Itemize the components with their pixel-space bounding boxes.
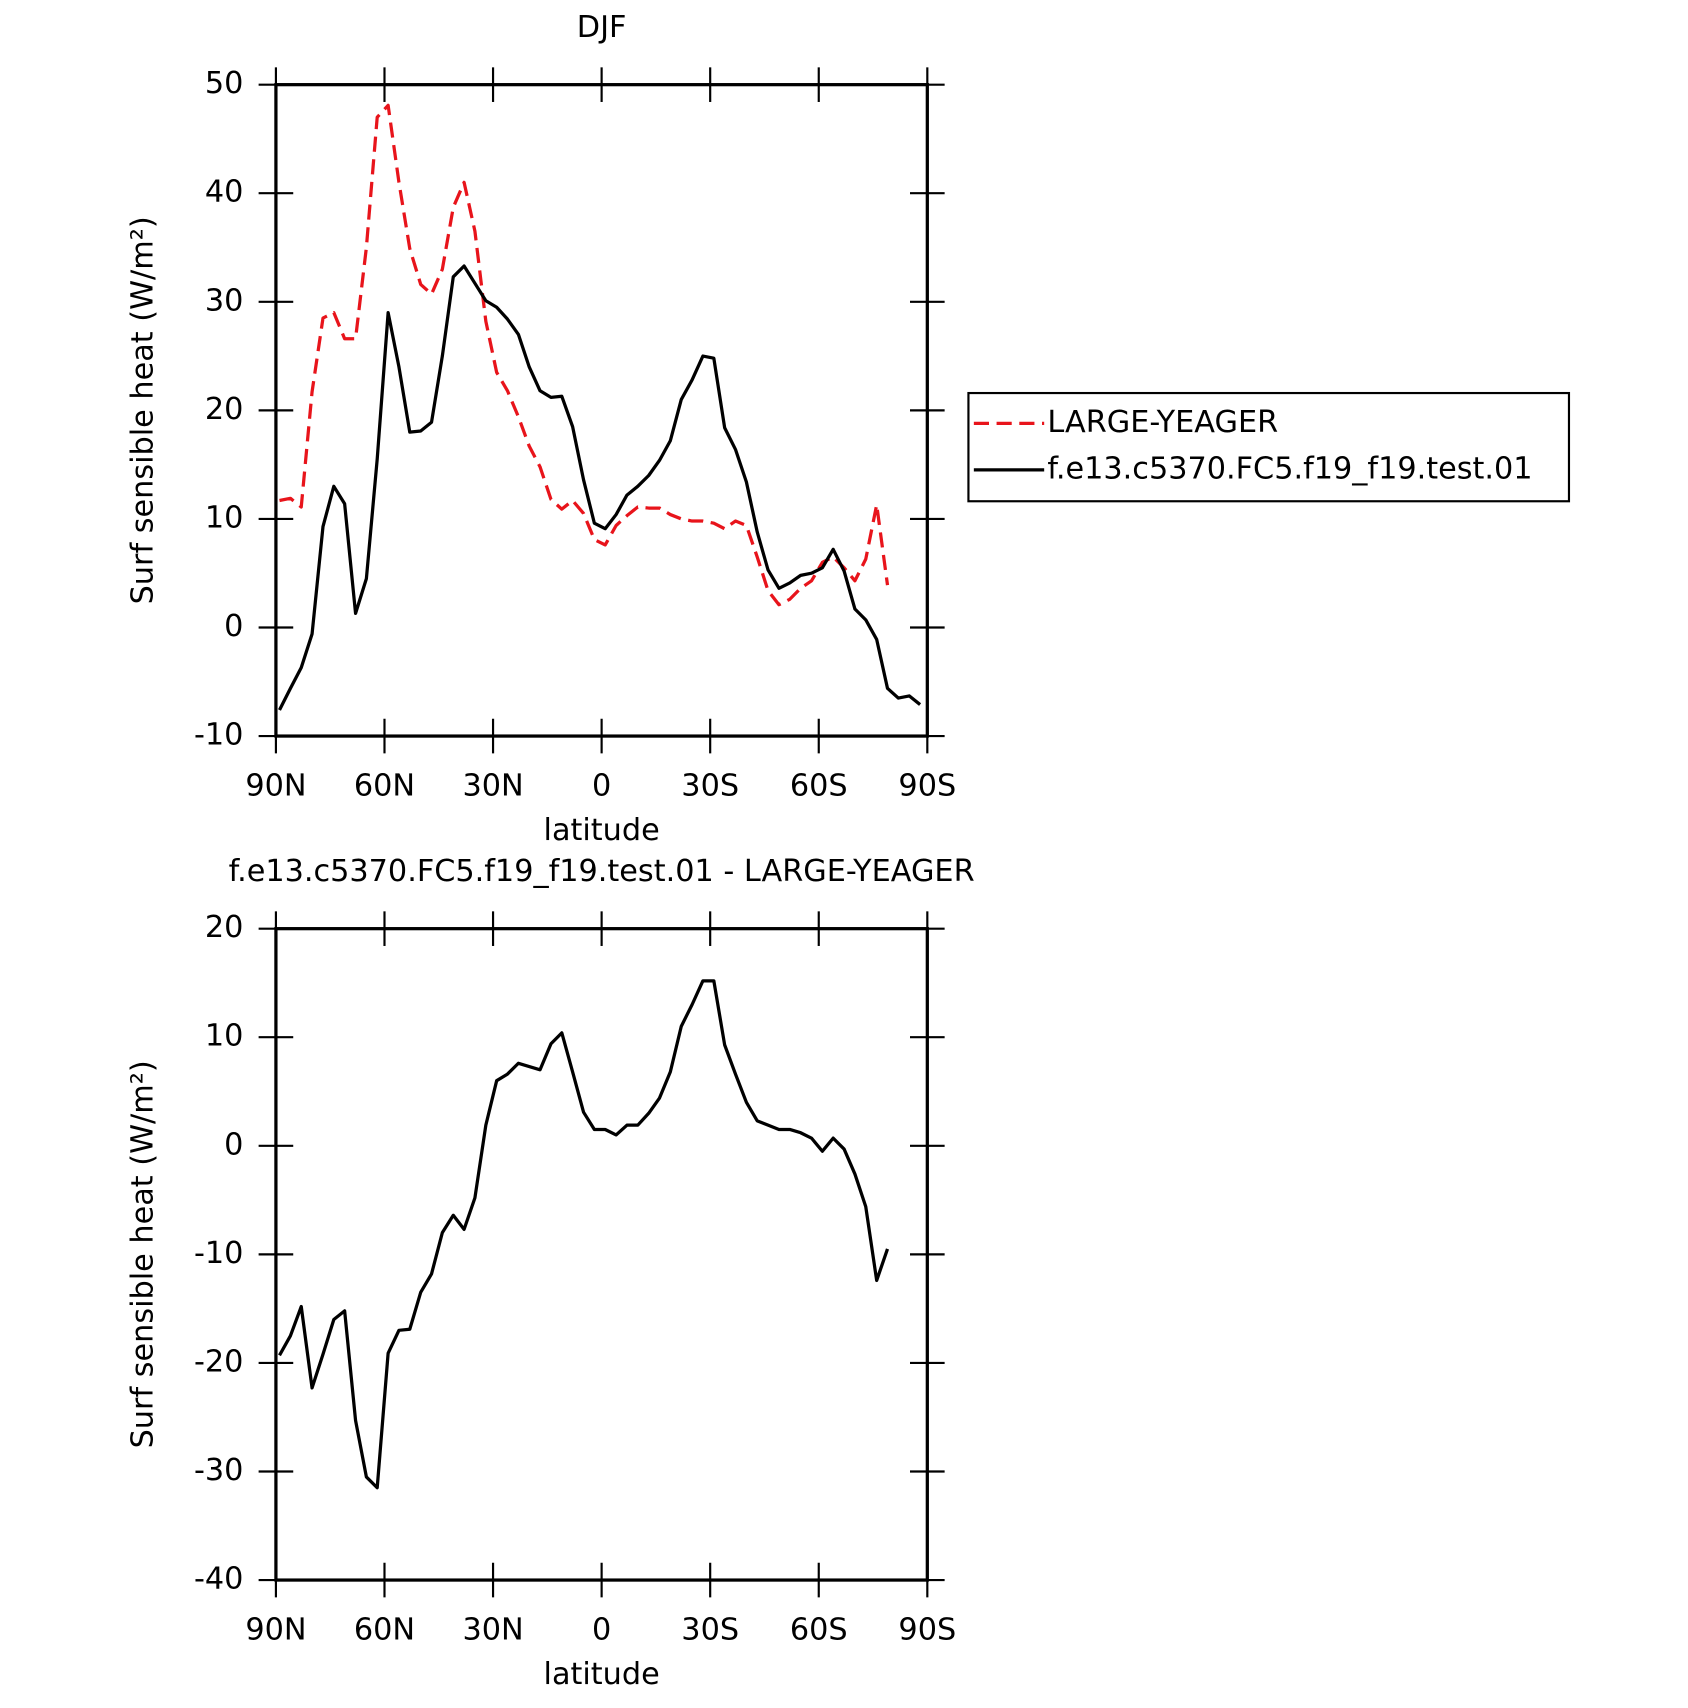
y-tick-label: -10 [194, 718, 243, 753]
data-line [278, 979, 890, 1490]
x-tick-label: 60S [790, 768, 848, 803]
legend-label: f.e13.c5370.FC5.f19_f19.test.01 [1047, 451, 1532, 486]
x-tick-label: 90S [898, 1612, 956, 1647]
data-line [279, 103, 890, 607]
y-tick-label: 20 [205, 910, 244, 945]
y-tick-label: -20 [194, 1344, 243, 1379]
plot-frame [274, 83, 929, 738]
y-tick-label: 0 [224, 609, 243, 644]
x-axis-label: latitude [544, 1657, 660, 1692]
legend: LARGE-YEAGER f.e13.c5370.FC5.f19_f19.test… [967, 391, 1571, 503]
y-tick-label: -10 [194, 1236, 243, 1271]
x-axis-label: latitude [544, 813, 660, 848]
y-axis-label: Surf sensible heat (W/m²) [125, 216, 160, 604]
y-tick-label: 30 [205, 283, 244, 318]
y-tick-label: -30 [194, 1453, 243, 1488]
legend-label: LARGE-YEAGER [1047, 405, 1278, 440]
y-tick-label: 10 [205, 1019, 244, 1054]
y-tick-label: 0 [224, 1127, 243, 1162]
data-line [278, 264, 922, 711]
x-tick-label: 0 [592, 768, 611, 803]
x-tick-label: 30N [462, 768, 523, 803]
y-axis-label: Surf sensible heat (W/m²) [125, 1060, 160, 1448]
x-tick-label: 30S [681, 768, 739, 803]
x-tick-label: 90N [245, 768, 306, 803]
x-tick-label: 90S [898, 768, 956, 803]
x-tick-label: 60N [354, 1612, 415, 1647]
x-tick-label: 60N [354, 768, 415, 803]
y-tick-label: 10 [205, 500, 244, 535]
plot-frame [274, 927, 929, 1582]
x-tick-label: 30N [462, 1612, 523, 1647]
y-tick-label: 50 [205, 66, 244, 101]
chart-title: f.e13.c5370.FC5.f19_f19.test.01 - LARGE-… [229, 854, 975, 889]
x-tick-label: 30S [681, 1612, 739, 1647]
x-tick-label: 60S [790, 1612, 848, 1647]
chart-title: DJF [577, 10, 627, 45]
y-tick-label: 40 [205, 175, 244, 210]
y-tick-label: 20 [205, 392, 244, 427]
y-tick-label: -40 [194, 1562, 243, 1597]
x-tick-label: 90N [245, 1612, 306, 1647]
legend-box [967, 391, 1571, 503]
x-tick-label: 0 [592, 1612, 611, 1647]
